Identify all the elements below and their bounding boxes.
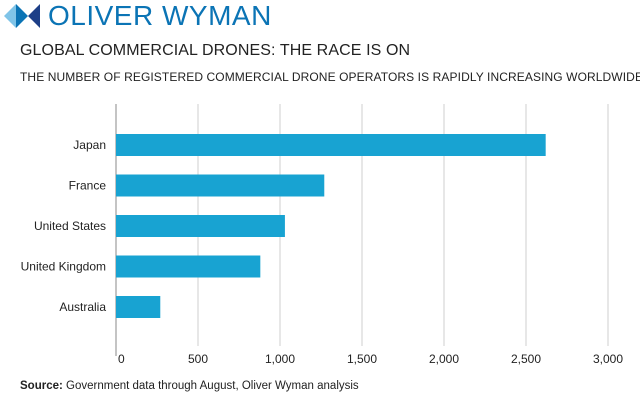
category-label: United States bbox=[34, 219, 106, 233]
x-tick-label: 3,000 bbox=[593, 352, 623, 366]
x-tick-label: 2,000 bbox=[429, 352, 459, 366]
category-label: Australia bbox=[59, 300, 106, 314]
oliver-wyman-diamond-icon bbox=[4, 4, 40, 28]
brand-name: OLIVER WYMAN bbox=[48, 0, 272, 31]
bar-france bbox=[116, 174, 325, 197]
bar-united-kingdom bbox=[116, 255, 261, 278]
x-tick-label: 2,500 bbox=[511, 352, 541, 366]
category-label: France bbox=[69, 179, 107, 193]
source-note: Source: Government data through August, … bbox=[20, 380, 359, 392]
x-tick-label: 0 bbox=[118, 352, 125, 366]
category-label: Japan bbox=[73, 138, 106, 152]
brand-logo: OLIVER WYMAN bbox=[4, 2, 272, 30]
source-label: Source: bbox=[20, 380, 63, 392]
bar-australia bbox=[116, 296, 161, 318]
chart-title: GLOBAL COMMERCIAL DRONES: THE RACE IS ON bbox=[20, 42, 411, 59]
x-tick-label: 1,000 bbox=[265, 352, 295, 366]
category-label: United Kingdom bbox=[21, 260, 106, 274]
bar-united-states bbox=[116, 215, 285, 237]
x-tick-label: 500 bbox=[188, 352, 208, 366]
source-text: Government data through August, Oliver W… bbox=[62, 380, 359, 392]
x-tick-label: 1,500 bbox=[347, 352, 377, 366]
bar-japan bbox=[116, 134, 546, 156]
chart-subtitle: THE NUMBER OF REGISTERED COMMERCIAL DRON… bbox=[20, 70, 640, 84]
